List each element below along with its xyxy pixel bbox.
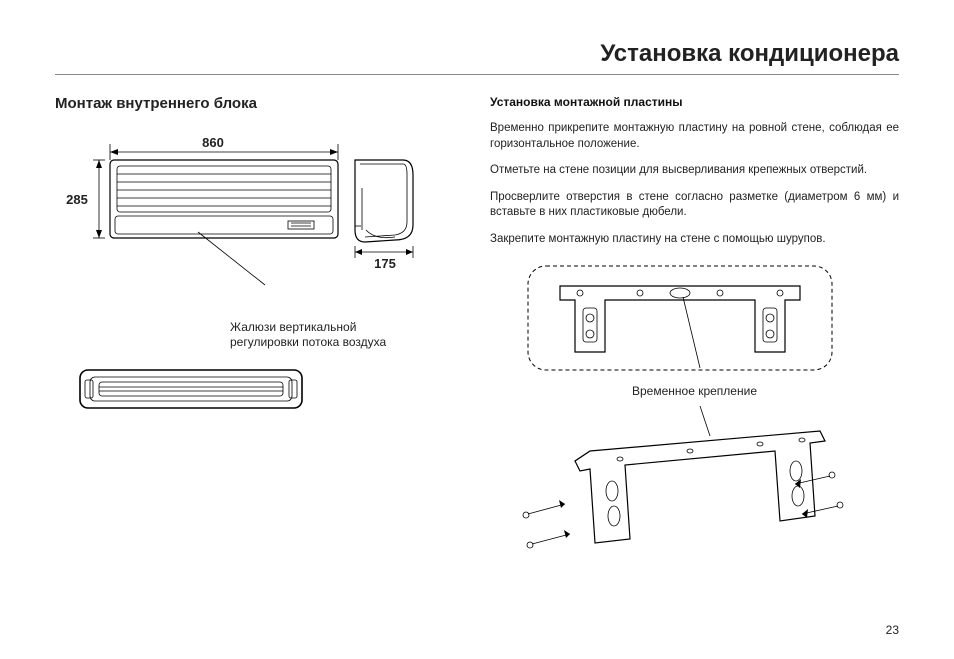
paragraph-2: Отметьте на стене позиции для высверлива… bbox=[490, 163, 899, 179]
side-view bbox=[355, 160, 413, 242]
mounting-plate-top-svg bbox=[520, 258, 840, 378]
left-heading: Монтаж внутреннего блока bbox=[55, 95, 450, 112]
front-view bbox=[110, 160, 338, 238]
indoor-unit-svg: 860 bbox=[55, 130, 450, 430]
screw-icon bbox=[802, 502, 843, 518]
title-row: Установка кондиционера bbox=[55, 40, 899, 75]
paragraph-1: Временно прикрепите монтажную пластину н… bbox=[490, 121, 899, 152]
screw-icon bbox=[795, 472, 835, 488]
dim-height: 285 bbox=[66, 160, 105, 238]
manual-page: Установка кондиционера Монтаж внутреннег… bbox=[0, 0, 954, 659]
temp-fix-annotation: Временное крепление bbox=[490, 384, 899, 398]
right-column: Установка монтажной пластины Временно пр… bbox=[490, 95, 899, 566]
left-column: Монтаж внутреннего блока 860 bbox=[55, 95, 450, 566]
dim-height-label: 285 bbox=[66, 192, 88, 207]
mounting-plate-iso-svg bbox=[510, 406, 870, 566]
indoor-unit-figure: 860 bbox=[55, 130, 450, 430]
bottom-view-louver bbox=[80, 370, 302, 408]
callout-line bbox=[198, 232, 265, 285]
dim-width: 860 bbox=[110, 135, 338, 160]
louver-annotation: Жалюзи вертикальной регулировки потока в… bbox=[230, 320, 386, 350]
paragraph-3: Просверлите отверстия в стене согласно р… bbox=[490, 190, 899, 221]
screw-icon bbox=[527, 530, 570, 548]
mounting-plate-figure-top bbox=[490, 258, 899, 378]
right-heading: Установка монтажной пластины bbox=[490, 95, 899, 109]
columns: Монтаж внутреннего блока 860 bbox=[55, 95, 899, 566]
page-title: Установка кондиционера bbox=[55, 40, 899, 68]
screw-icon bbox=[523, 500, 565, 518]
page-number: 23 bbox=[886, 623, 899, 637]
louver-annotation-line1: Жалюзи вертикальной bbox=[230, 320, 386, 335]
paragraph-4: Закрепите монтажную пластину на стене с … bbox=[490, 232, 899, 248]
dim-depth: 175 bbox=[355, 246, 413, 271]
louver-annotation-line2: регулировки потока воздуха bbox=[230, 335, 386, 350]
dim-depth-label: 175 bbox=[374, 256, 396, 271]
mounting-plate-figure-iso bbox=[490, 406, 899, 566]
dim-width-label: 860 bbox=[202, 135, 224, 150]
